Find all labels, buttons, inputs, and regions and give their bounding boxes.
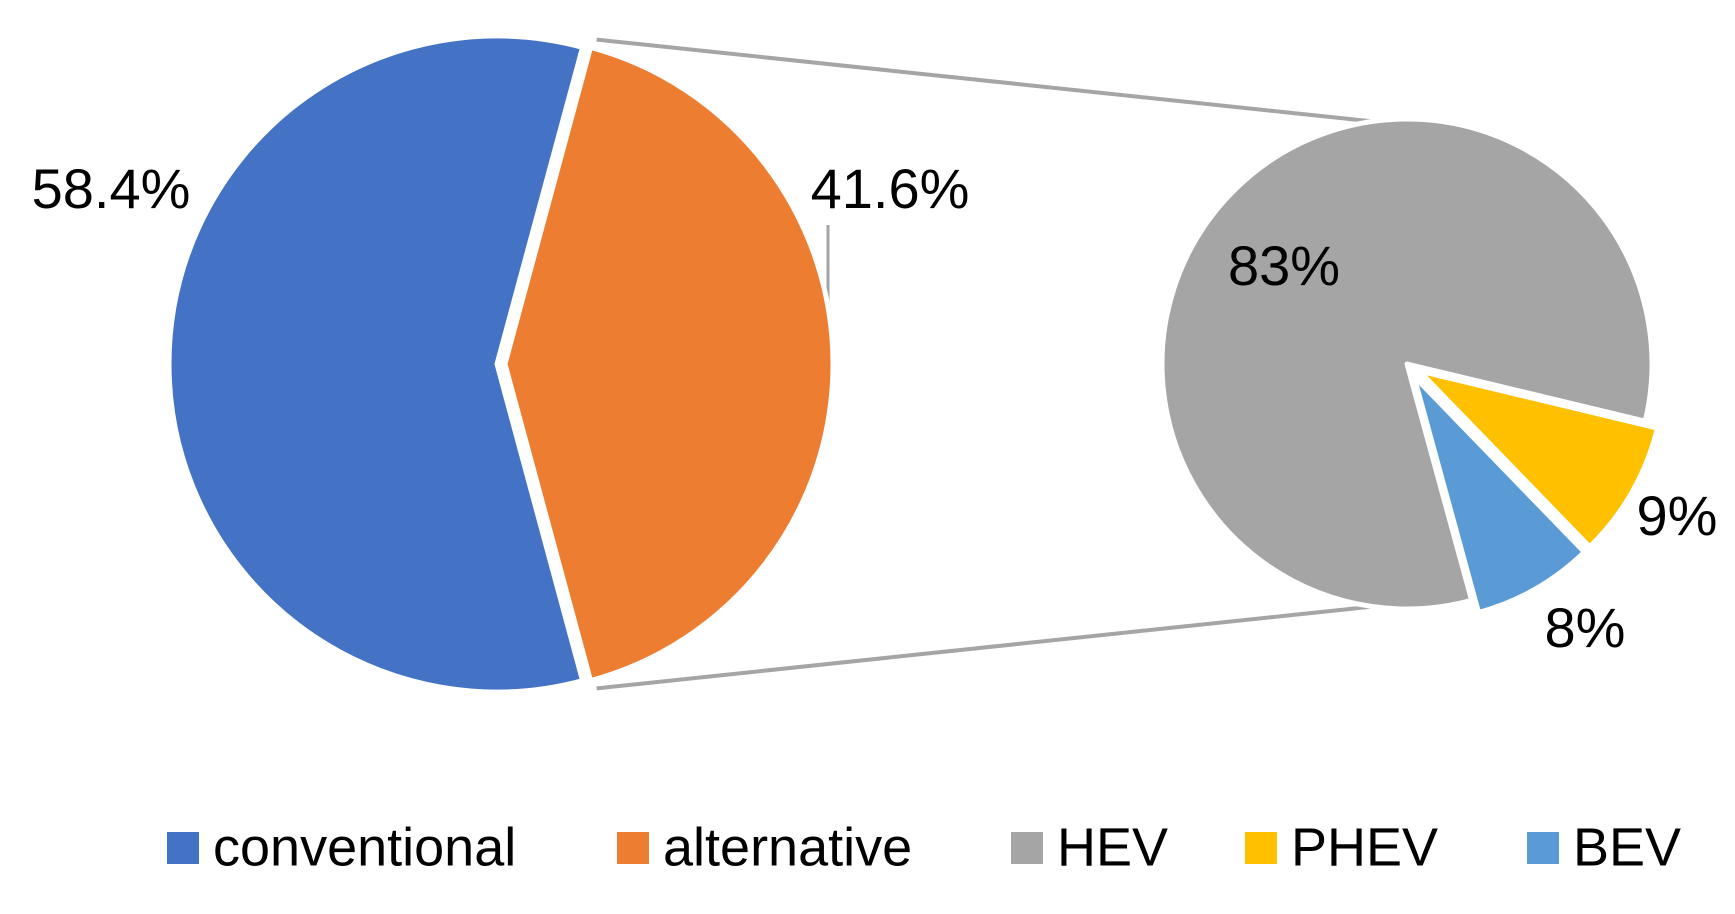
- legend-label: BEV: [1573, 817, 1681, 877]
- legend-label: conventional: [213, 817, 516, 877]
- pie-slice: [1416, 368, 1660, 550]
- legend-label: HEV: [1057, 817, 1168, 877]
- pie-slice: [502, 44, 836, 684]
- labels: 58.4% 41.6% 83% 9%8%: [32, 157, 1718, 659]
- legend-swatch: [617, 832, 649, 864]
- data-label: 83%: [1228, 234, 1340, 297]
- data-label: 8%: [1545, 596, 1626, 659]
- pies: [166, 33, 1660, 695]
- data-label: 58.4%: [32, 157, 191, 220]
- pie-slice: [166, 33, 586, 695]
- legend-swatch: [167, 832, 199, 864]
- connector-line: [596, 602, 1398, 691]
- legend-swatch: [1011, 832, 1043, 864]
- data-label: 9%: [1637, 484, 1718, 547]
- pie-slice: [1159, 116, 1655, 612]
- connector-line: [596, 37, 1398, 126]
- legend: conventional alternative HEV PHEV BEV: [167, 817, 1681, 877]
- pie-slice: [1411, 373, 1587, 615]
- data-label: 41.6%: [811, 157, 970, 220]
- legend-swatch: [1245, 832, 1277, 864]
- legend-swatch: [1527, 832, 1559, 864]
- legend-label: alternative: [663, 817, 912, 877]
- legend-label: PHEV: [1291, 817, 1438, 877]
